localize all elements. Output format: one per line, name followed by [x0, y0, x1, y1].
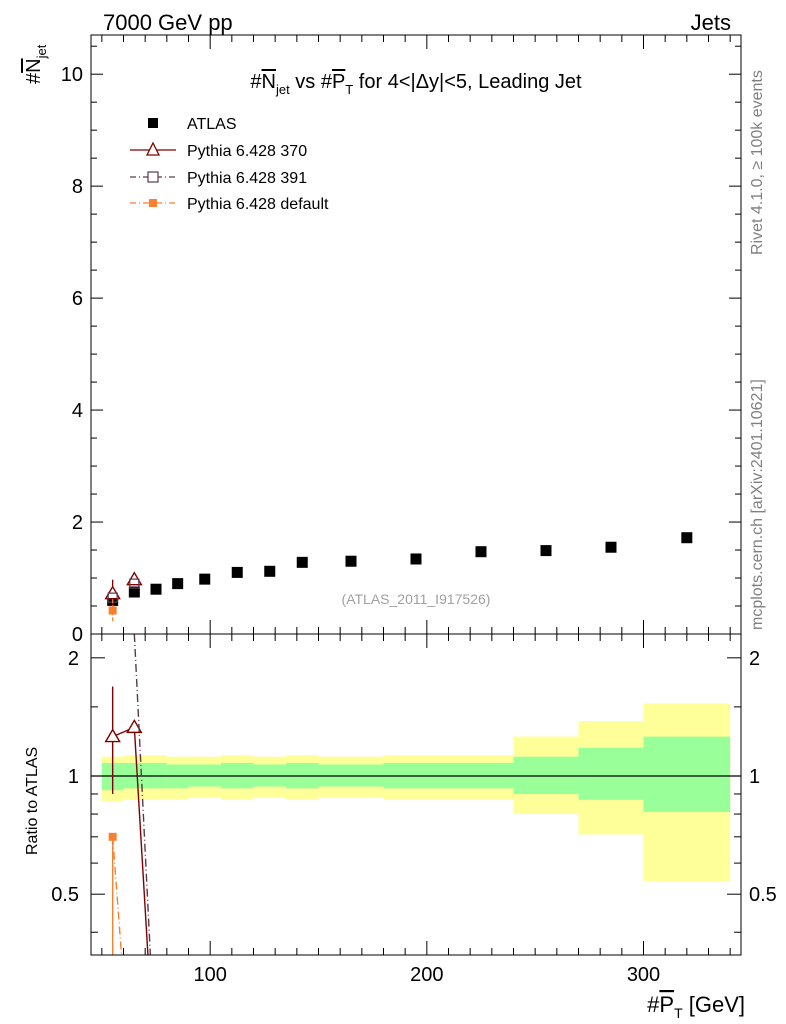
- legend-label-pythia-391: Pythia 6.428 391: [187, 170, 307, 187]
- atlas-data-point: [264, 565, 276, 577]
- main-ytick-label: 0: [72, 624, 83, 646]
- title-rest: for 4<|Δy|<5, Leading Jet: [353, 71, 582, 93]
- ratio-ytick-label-left: 1: [68, 766, 79, 788]
- ratio-ytick-label-left: 0.5: [51, 884, 79, 906]
- ratio-marker-pythia-370: [126, 718, 143, 734]
- atlas-data-point: [199, 573, 211, 585]
- title-vs: vs #: [290, 71, 333, 93]
- x-tick-label: 100: [193, 964, 226, 986]
- atlas-data-point: [345, 555, 357, 567]
- ylabel-n: N: [23, 58, 45, 72]
- title-n: N: [262, 71, 276, 93]
- xlabel-sub: T: [674, 1005, 683, 1021]
- ratio-line: [111, 836, 123, 955]
- band-green: [643, 736, 731, 812]
- ratio-marker-pythia-default: [108, 832, 117, 841]
- x-axis-label: #PT [GeV]: [647, 992, 745, 1021]
- legend-marker-atlas: [148, 118, 158, 128]
- legend-marker-pythia-370: [145, 141, 161, 156]
- title-hash: #: [250, 71, 262, 93]
- ratio-ytick-label-right: 2: [749, 648, 760, 670]
- ylabel-sub: jet: [34, 44, 49, 59]
- pythia-default-point: [108, 606, 117, 615]
- main-series: [104, 532, 693, 622]
- atlas-data-point: [605, 541, 617, 553]
- ratio-ytick-label-right: 1: [749, 766, 760, 788]
- main-ylabel: #Njet: [23, 44, 49, 84]
- main-plot: 0 2 4 6 8 10: [61, 34, 742, 646]
- rivet-version-text: Rivet 4.1.0, ≥ 100k events: [749, 70, 766, 255]
- atlas-data-point: [540, 545, 552, 557]
- ratio-line: [133, 634, 152, 955]
- main-ytick-label: 8: [72, 176, 83, 198]
- atlas-data-point: [410, 553, 422, 565]
- main-ytick-label: 2: [72, 512, 83, 534]
- header-left: 7000 GeV pp: [103, 10, 233, 35]
- main-ytick-label: 6: [72, 288, 83, 310]
- legend-label-pythia-370: Pythia 6.428 370: [187, 143, 307, 160]
- pythia-391-point: [129, 578, 140, 589]
- ratio-bands: [101, 703, 731, 882]
- xlabel-p: P: [659, 992, 674, 1017]
- analysis-watermark: (ATLAS_2011_I917526): [342, 591, 491, 607]
- atlas-data-point: [150, 583, 162, 595]
- main-title: #Njet vs #PT for 4<|Δy|<5, Leading Jet: [250, 71, 582, 97]
- main-ytick-label: 4: [72, 400, 83, 422]
- xlabel-unit: [GeV]: [683, 992, 745, 1017]
- title-n-sub: jet: [275, 82, 290, 97]
- band-green: [513, 756, 579, 794]
- title-p: P: [332, 71, 345, 93]
- header-right: Jets: [691, 10, 731, 35]
- ratio-ylabel: Ratio to ATLAS: [24, 747, 41, 855]
- legend-label-pythia-default: Pythia 6.428 default: [187, 196, 329, 213]
- title-p-sub: T: [345, 82, 353, 97]
- atlas-data-point: [231, 566, 243, 578]
- x-tick-label: 300: [627, 964, 660, 986]
- ratio-plot: 100 200 300 0.5 0.5 1 1 2 2: [51, 633, 777, 986]
- atlas-data-point: [296, 556, 308, 568]
- legend: ATLAS Pythia 6.428 370 Pythia 6.428 391 …: [130, 116, 329, 213]
- main-ytick-label: 10: [61, 64, 83, 86]
- xlabel-hash: #: [647, 992, 660, 1017]
- ylabel-hash: #: [23, 72, 45, 84]
- ratio-ytick-label-left: 2: [68, 648, 79, 670]
- legend-marker-pythia-default: [149, 199, 157, 207]
- band-green: [578, 747, 644, 800]
- atlas-data-point: [681, 532, 693, 544]
- atlas-data-point: [128, 586, 140, 598]
- ratio-marker-pythia-370: [104, 728, 121, 743]
- ratio-ytick-label-right: 0.5: [749, 884, 777, 906]
- ratio-frame: [90, 633, 742, 956]
- legend-label-atlas: ATLAS: [187, 116, 237, 133]
- atlas-data-point: [475, 546, 487, 558]
- x-tick-label: 200: [410, 964, 443, 986]
- ratio-series: [104, 634, 152, 955]
- mcplots-reference-text: mcplots.cern.ch [arXiv:2401.10621]: [749, 379, 766, 630]
- atlas-data-point: [172, 578, 184, 590]
- legend-marker-pythia-391: [147, 171, 159, 183]
